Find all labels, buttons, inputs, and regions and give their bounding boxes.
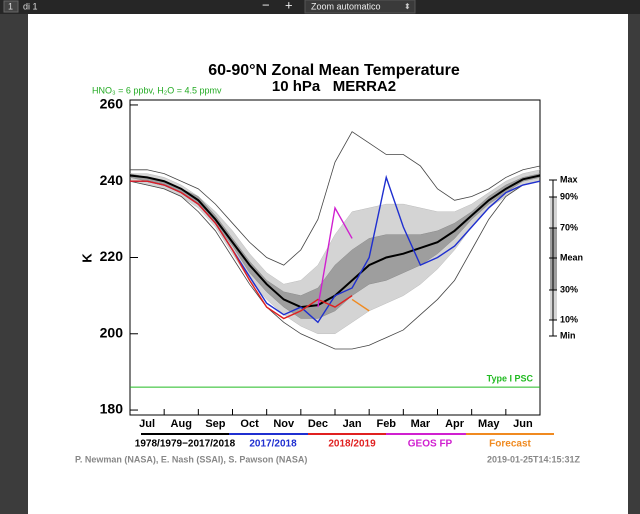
x-tick-label: Aug [171, 418, 192, 430]
series-line [317, 205, 353, 308]
x-tick-label: Apr [445, 418, 465, 430]
series-line [130, 180, 353, 320]
zoom-select[interactable] [304, 0, 416, 14]
legend-entry: GEOS FP [408, 439, 453, 450]
legend-entry: 2017/2018 [249, 439, 297, 450]
page-number: 1 [8, 1, 13, 11]
x-tick-label: Dec [308, 418, 328, 430]
series-line [129, 173, 541, 296]
y-tick-label: 220 [100, 248, 124, 264]
legend-label: 10% [560, 314, 578, 324]
series-line [351, 298, 370, 312]
chart-title: 60-90°N Zonal Mean Temperature [208, 62, 460, 79]
legend-label: Min [560, 330, 576, 340]
legend-label: 90% [560, 191, 578, 201]
x-tick-label: Feb [376, 418, 396, 430]
x-tick-label: Mar [411, 418, 431, 430]
series-line [129, 180, 541, 350]
x-tick-label: Sep [205, 418, 225, 430]
legend-label: 30% [560, 284, 578, 294]
credits: P. Newman (NASA), E. Nash (SSAI), S. Paw… [75, 454, 307, 464]
page-input[interactable] [3, 0, 19, 13]
y-axis-label: K [79, 253, 94, 263]
legend-entry: 1978/1979−2017/2018 [135, 439, 236, 450]
psc-label: Type I PSC [487, 374, 534, 384]
y-tick-label: 240 [100, 172, 124, 188]
y-tick-label: 180 [100, 401, 124, 417]
x-tick-label: Oct [240, 418, 259, 430]
legend-entry: 2018/2019 [328, 439, 376, 450]
x-tick-label: Jul [139, 418, 155, 430]
x-tick-label: Jan [343, 418, 362, 430]
zoom-in[interactable]: + [285, 0, 293, 12]
series-line [130, 131, 541, 266]
x-tick-label: Jun [513, 418, 533, 430]
page-count: di 1 [23, 1, 38, 11]
zoom-out[interactable]: − [262, 0, 270, 12]
percentile-band [130, 173, 540, 319]
x-tick-label: May [478, 418, 500, 430]
legend-label: Max [560, 174, 578, 184]
zoom-arrow: ⬍ [404, 2, 411, 11]
x-tick-label: Nov [273, 418, 295, 430]
legend-entry: Forecast [489, 439, 531, 450]
percentile-band [130, 169, 540, 334]
zoom-value: Zoom automatico [311, 1, 381, 11]
legend-label: Mean [560, 252, 583, 262]
y-tick-label: 260 [100, 96, 124, 112]
timestamp: 2019-01-25T14:15:31Z [487, 454, 581, 464]
y-tick-label: 200 [100, 324, 124, 340]
annotation: HNO₃ = 6 ppbv, H₂O = 4.5 ppmv [92, 85, 222, 95]
chart-subtitle: 10 hPa MERRA2 [272, 78, 396, 95]
legend-label: 70% [560, 222, 578, 232]
